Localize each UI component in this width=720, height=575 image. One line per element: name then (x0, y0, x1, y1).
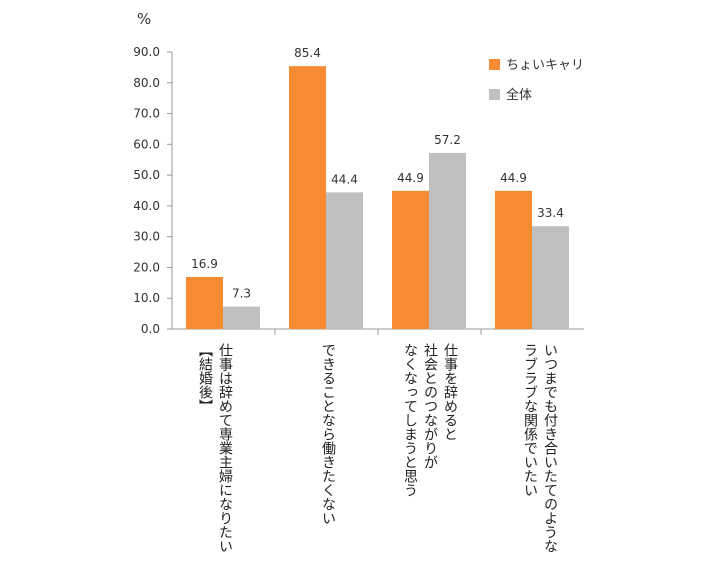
data-label: 44.9 (500, 171, 527, 185)
y-tick-label: 50.0 (133, 168, 160, 182)
bar-choi-kyari-4 (495, 190, 532, 329)
x-category-label: 仕事は辞めて専業主婦になりたい 【結婚後】 (197, 343, 233, 553)
bar-choi-kyari-1 (186, 276, 223, 329)
legend-swatch (489, 59, 500, 70)
legend-label: ちょいキャリ (506, 58, 584, 73)
legend-label: 全体 (506, 87, 532, 103)
bar-zentai-3 (429, 152, 466, 329)
y-tick-label: 80.0 (133, 76, 160, 90)
data-label: 85.4 (294, 46, 321, 60)
data-label: 16.9 (191, 257, 218, 271)
y-tick-label: 40.0 (133, 199, 160, 213)
y-tick-label: 10.0 (133, 291, 160, 305)
y-tick-label: 0.0 (141, 322, 160, 336)
y-tick-label: 30.0 (133, 230, 160, 244)
legend-swatch (489, 89, 500, 100)
data-label: 57.2 (434, 133, 461, 147)
bar-zentai-1 (223, 306, 260, 329)
y-tick-label: 90.0 (133, 45, 160, 59)
y-tick-label: 20.0 (133, 260, 160, 274)
x-category-label: いつまでも付き合いたてのような ラブラブな関係でいたい (522, 343, 558, 553)
data-label: 33.4 (537, 206, 564, 220)
x-category-label: 仕事を辞めると 社会とのつながりが なくなってしまうと思う (402, 343, 458, 497)
data-label: 44.9 (397, 171, 424, 185)
bar-choi-kyari-3 (392, 190, 429, 329)
y-tick-label: 70.0 (133, 107, 160, 121)
bar-zentai-4 (532, 226, 569, 329)
bar-choi-kyari-2 (289, 66, 326, 329)
y-tick-label: 60.0 (133, 137, 160, 151)
data-label: 44.4 (331, 172, 358, 186)
x-category-label: できることなら働きたくない (320, 343, 336, 525)
bar-zentai-2 (326, 192, 363, 329)
y-axis-unit: % (137, 10, 151, 28)
data-label: 7.3 (232, 287, 251, 301)
